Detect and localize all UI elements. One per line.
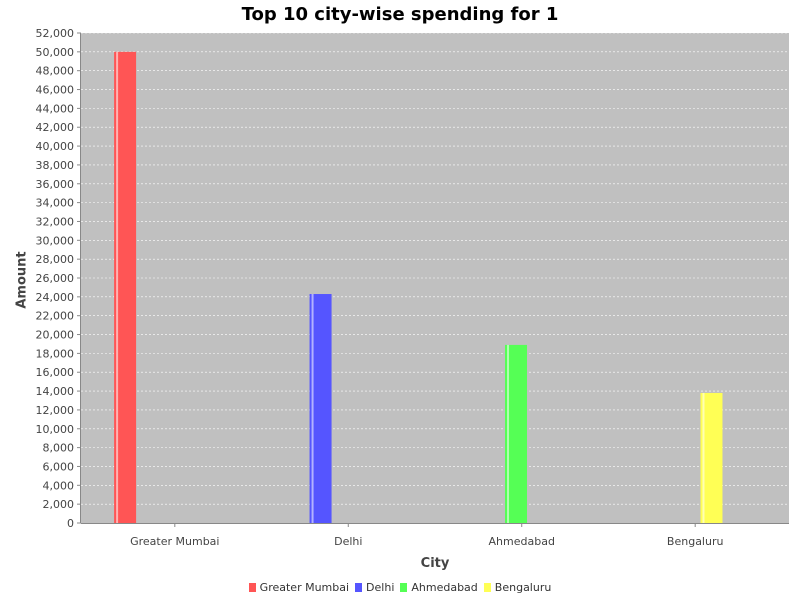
y-tick-label: 32,000 [36,215,75,228]
y-tick-label: 22,000 [36,310,75,323]
bar [505,344,528,523]
legend-item: Greater Mumbai [248,581,350,594]
y-tick-label: 34,000 [36,197,75,210]
y-tick-label: 2,000 [43,498,75,511]
y-tick-label: 44,000 [36,102,75,115]
legend-item: Bengaluru [483,581,552,594]
legend-swatch [355,583,363,592]
y-tick-label: 12,000 [36,404,75,417]
bar [114,51,137,523]
y-tick-label: 48,000 [36,65,75,78]
y-tick-label: 42,000 [36,121,75,134]
legend-label: Bengaluru [494,581,552,594]
y-tick-label: 4,000 [43,479,75,492]
x-tick-label: Greater Mumbai [130,535,219,548]
y-tick-label: 10,000 [36,423,75,436]
y-tick-label: 46,000 [36,84,75,97]
legend: Greater Mumbai Delhi Ahmedabad Bengaluru [0,581,800,594]
legend-label: Ahmedabad [411,581,478,594]
bar-highlight [702,392,705,523]
x-tick-label: Ahmedabad [489,535,555,548]
bar-highlight [311,294,314,523]
y-tick-label: 8,000 [43,442,75,455]
y-tick-label: 24,000 [36,291,75,304]
y-tick-label: 0 [67,517,74,530]
legend-label: Delhi [366,581,395,594]
y-tick-label: 40,000 [36,140,75,153]
x-axis-label: City [420,556,450,571]
legend-item: Delhi [355,581,394,594]
legend-swatch [400,583,408,592]
y-tick-label: 20,000 [36,329,75,342]
legend-swatch [248,583,256,592]
y-tick-label: 6,000 [43,460,75,473]
y-tick-label: 52,000 [36,27,75,40]
y-tick-label: 50,000 [36,46,75,59]
legend-item: Ahmedabad [400,581,478,594]
legend-swatch [483,583,491,592]
y-tick-label: 14,000 [36,385,75,398]
y-tick-label: 16,000 [36,366,75,379]
legend-label: Greater Mumbai [259,581,350,594]
y-tick-label: 36,000 [36,178,75,191]
bar-highlight [507,344,510,523]
bar [309,294,332,523]
y-tick-label: 30,000 [36,234,75,247]
bar-highlight [116,51,119,523]
y-tick-label: 38,000 [36,159,75,172]
y-tick-label: 28,000 [36,253,75,266]
x-tick-label: Delhi [334,535,362,548]
x-tick-label: Bengaluru [667,535,724,548]
bar [700,392,723,523]
y-tick-label: 18,000 [36,347,75,360]
chart-title: Top 10 city-wise spending for 1 [241,4,559,25]
y-tick-label: 26,000 [36,272,75,285]
